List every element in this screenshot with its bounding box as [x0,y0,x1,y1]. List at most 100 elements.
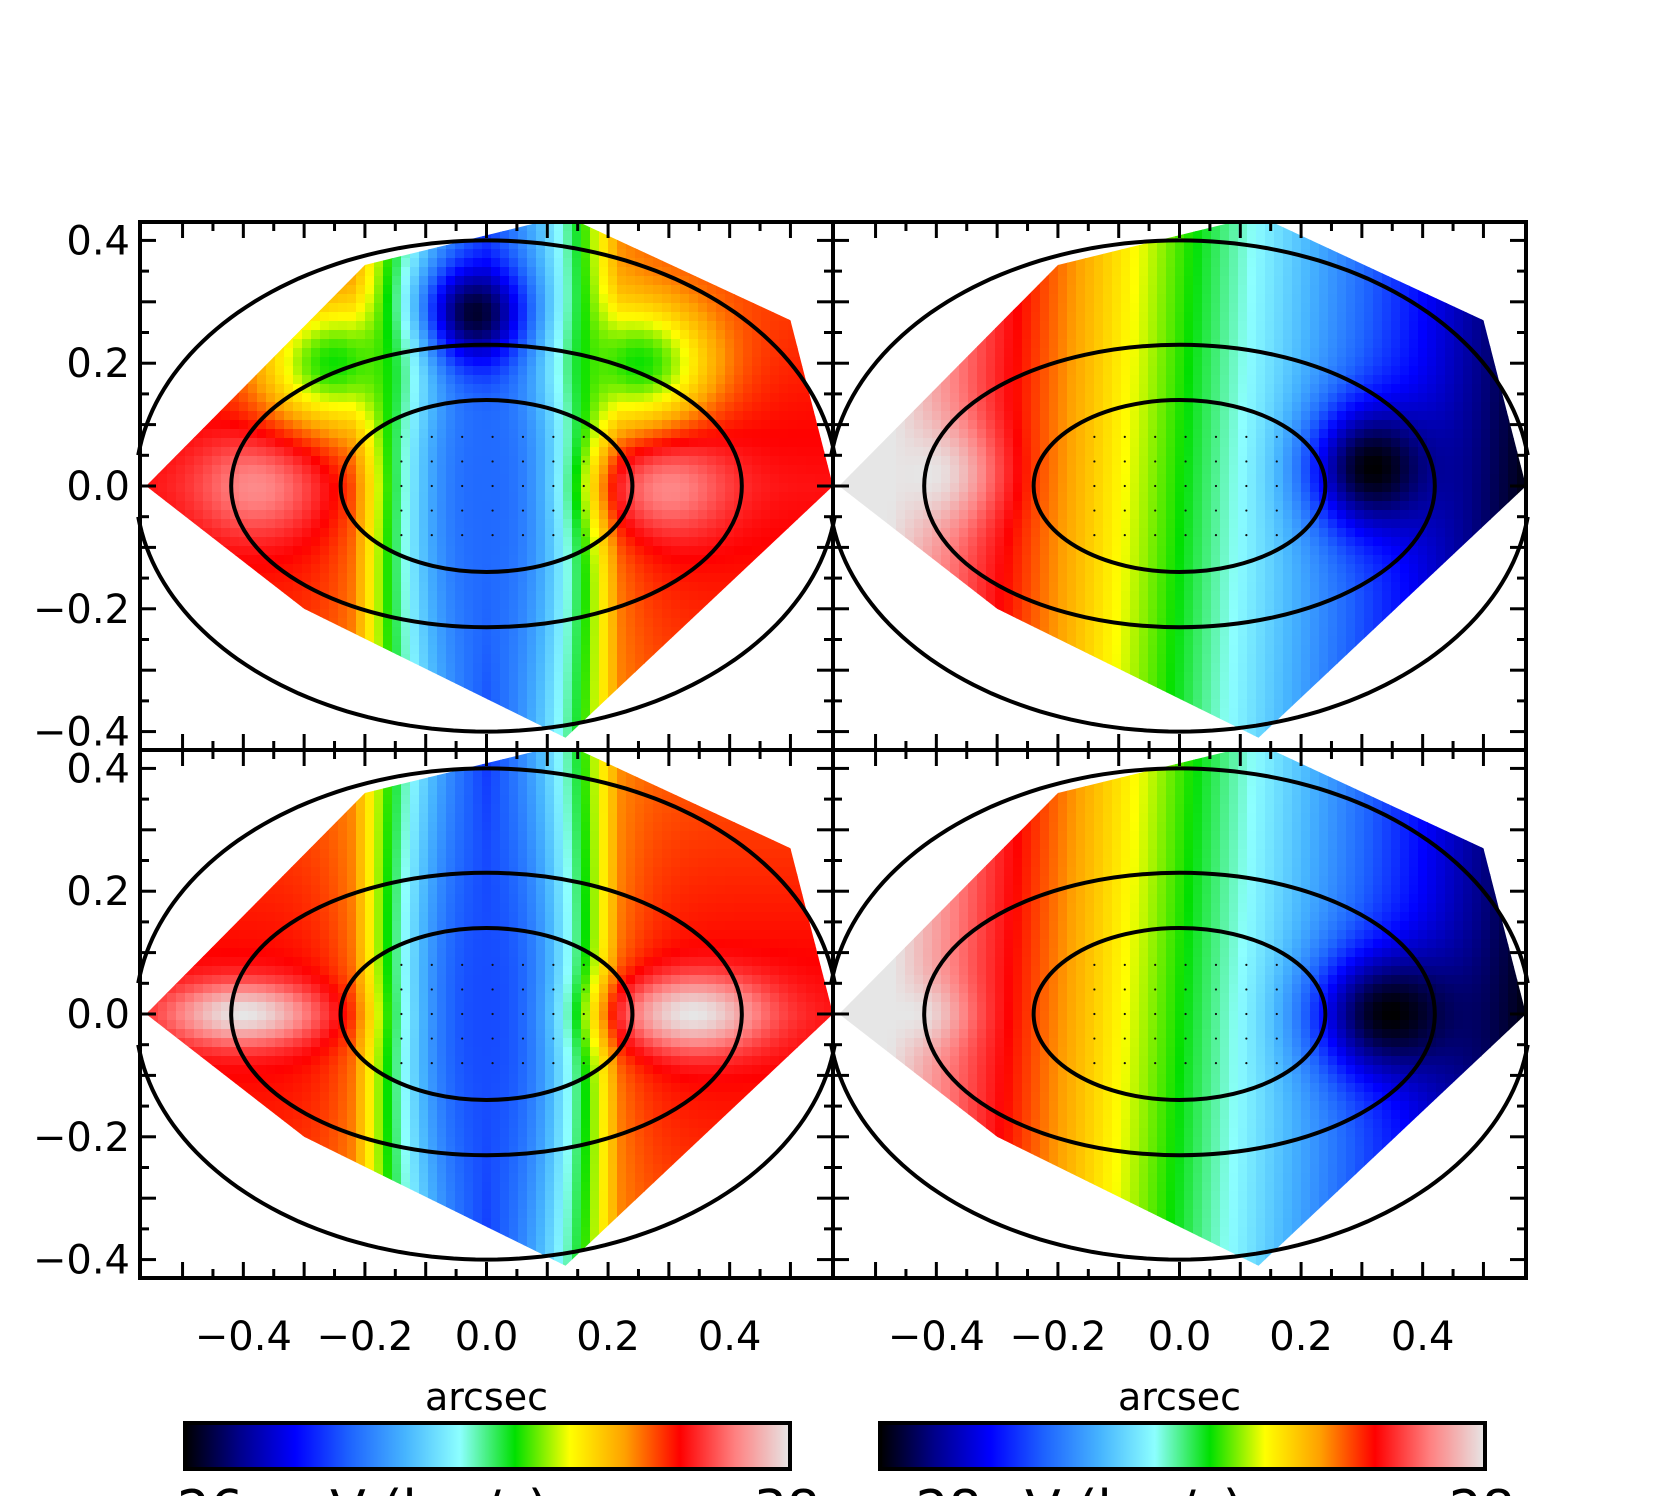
sample-point [1275,1037,1278,1040]
sample-point [1275,460,1278,463]
sample-point [552,534,555,537]
sample-point [521,484,525,488]
sample-point [1275,484,1278,488]
sample-point [1123,435,1126,438]
sample-point [430,963,433,966]
sample-point [552,1012,555,1016]
sample-point [582,435,585,438]
sample-point [1275,534,1278,537]
sample-point [461,1037,464,1040]
sample-point [491,509,494,512]
colorbar-max-label: 38 [754,1480,820,1496]
sample-point [400,509,403,512]
sample-point [400,1062,403,1065]
sample-point [1245,963,1248,966]
sample-point [1184,988,1187,991]
sample-points [1093,963,1278,1065]
sample-point [400,435,403,438]
colorbars: 26 V (km/s) 38 −28 V (km/s) 28 [177,1421,1515,1496]
sample-point [1154,1037,1157,1040]
sample-point [461,460,464,463]
sample-point [491,534,494,537]
sample-point [461,534,464,537]
sample-point [521,460,525,463]
sample-point [1214,435,1218,438]
isophote-arc-top [136,766,837,984]
sample-point [1123,963,1126,966]
sample-point [1214,509,1218,512]
sample-point [552,435,555,438]
velocity-field [839,222,1526,738]
y-tick-label: −0.2 [33,587,130,633]
sample-point [491,1037,494,1040]
sample-point [430,484,433,488]
sample-point [1214,963,1218,966]
isophote-arc-bottom [829,1044,1530,1262]
sample-point [1245,988,1248,991]
panels [136,220,1530,1280]
sample-point [1184,963,1187,966]
sample-point [521,963,525,966]
sample-point [1214,460,1218,463]
sample-point [1275,963,1278,966]
sample-point [1245,1062,1248,1065]
sample-point [521,435,525,438]
isophote-ellipse [1031,926,1328,1102]
isophote-ellipse [229,342,744,630]
sample-point [1123,1037,1126,1040]
sample-point [1184,1012,1187,1016]
sample-point [1154,484,1157,488]
sample-point [400,484,403,488]
sample-point [1093,534,1096,537]
ticks [140,750,833,1278]
x-axis-label: arcsec [1118,1375,1241,1419]
colorbar-min-label: −28 [872,1480,982,1496]
sample-point [491,963,494,966]
sample-point [1245,435,1248,438]
sample-point [461,509,464,512]
sample-point [1093,1062,1096,1065]
ticks [833,750,1526,1278]
sample-point [1275,1012,1278,1016]
sample-point [1154,460,1157,463]
sample-point [552,988,555,991]
sample-point [1245,509,1248,512]
isophotes [829,766,1530,1262]
isophote-arc-top [829,766,1530,984]
colorbar-max-label: 28 [1449,1480,1515,1496]
sample-point [552,1062,555,1065]
x-tick-label: −0.2 [1009,1314,1106,1360]
sample-point [1123,509,1126,512]
sample-point [1214,484,1218,488]
sample-point [1214,988,1218,991]
sample-point [582,963,585,966]
sample-point [1184,1062,1187,1065]
sample-point [400,460,403,463]
sample-point [491,1012,494,1016]
x-tick-label: −0.2 [316,1314,413,1360]
sample-point [582,509,585,512]
colorbar-gradient [878,1421,1487,1471]
axes-text: 0.40.20.0−0.2−0.40.40.20.0−0.2−0.4−0.4 −0… [33,218,1455,1419]
velocity-field [146,222,833,738]
sample-point [521,1062,525,1065]
sample-point [1154,988,1157,991]
sample-point [400,963,403,966]
sample-point [521,988,525,991]
sample-point [1275,988,1278,991]
sample-point [430,534,433,537]
sample-point [521,1012,525,1016]
panel-bottom-right [829,748,1530,1280]
x-tick-label: 0.2 [1269,1314,1333,1360]
sample-point [430,509,433,512]
sample-point [1154,1062,1157,1065]
sample-point [1154,534,1157,537]
sample-point [582,988,585,991]
sample-point [1093,1037,1096,1040]
isophotes [136,766,837,1262]
sample-point [521,1037,525,1040]
y-tick-label: 0.2 [66,341,130,387]
sample-point [400,1037,403,1040]
isophotes [829,238,1530,734]
sample-point [1245,534,1248,537]
